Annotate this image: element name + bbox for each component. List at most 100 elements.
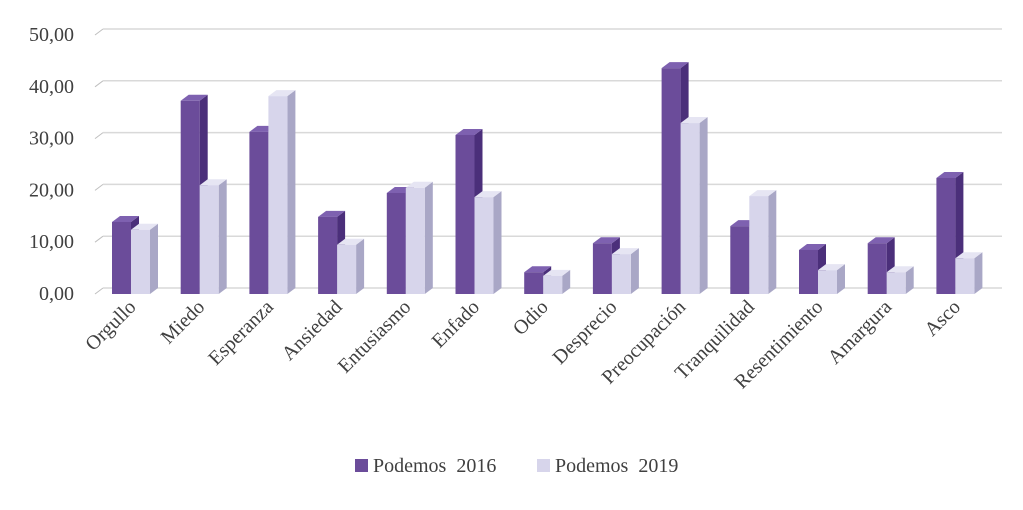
bar-side bbox=[424, 181, 433, 294]
bar-top bbox=[474, 191, 502, 198]
bar-front bbox=[249, 131, 269, 294]
bar-top bbox=[867, 237, 895, 244]
bar-2019 bbox=[474, 191, 502, 294]
bar-2019 bbox=[199, 179, 227, 294]
bar-front bbox=[886, 272, 906, 294]
bar-front bbox=[131, 229, 150, 294]
bar-side bbox=[493, 191, 502, 294]
bar-top bbox=[337, 238, 365, 245]
x-tick-label: Miedo bbox=[157, 296, 209, 348]
x-tick-label: Orgullo bbox=[81, 296, 140, 355]
gridline-depth bbox=[94, 183, 104, 191]
bar-2019 bbox=[749, 190, 777, 294]
y-tick-label: 30,00 bbox=[29, 128, 74, 150]
bar-top bbox=[680, 117, 708, 124]
bar-top bbox=[818, 264, 845, 271]
gridline-depth bbox=[94, 132, 104, 140]
bar-front bbox=[268, 96, 288, 295]
bar-front bbox=[955, 258, 975, 294]
bar-2019 bbox=[268, 90, 296, 295]
bar-front bbox=[661, 68, 681, 294]
bar-2019 bbox=[131, 223, 158, 294]
x-tick-label: Entusiasmo bbox=[334, 296, 416, 378]
y-tick-label: 10,00 bbox=[29, 231, 74, 253]
bar-2019 bbox=[886, 266, 914, 294]
bar-top bbox=[592, 237, 620, 244]
bar-top bbox=[455, 128, 483, 135]
bar-top bbox=[199, 179, 227, 186]
gridline-depth bbox=[94, 80, 104, 88]
x-tick-label: Ansiedad bbox=[278, 296, 347, 365]
bar-front bbox=[337, 244, 357, 294]
bar-top bbox=[268, 90, 296, 97]
bar-top bbox=[661, 62, 689, 69]
bar-side bbox=[699, 117, 708, 294]
bar-top bbox=[611, 248, 639, 255]
bar-2019 bbox=[818, 264, 845, 294]
bar-side bbox=[630, 248, 639, 294]
legend-label: Podemos 2016 bbox=[373, 455, 496, 477]
bar-front bbox=[818, 270, 837, 294]
legend-swatch bbox=[537, 459, 550, 472]
bar-top bbox=[112, 215, 139, 222]
bar-top bbox=[886, 266, 914, 273]
x-tick-label: Enfado bbox=[428, 296, 484, 352]
bar-side bbox=[356, 238, 365, 294]
bar-front bbox=[386, 192, 406, 294]
bar-2019 bbox=[337, 238, 365, 294]
bar-2019 bbox=[680, 117, 708, 294]
bar-front bbox=[180, 100, 200, 294]
legend-label: Podemos 2019 bbox=[555, 455, 678, 477]
bar-2019 bbox=[611, 248, 639, 294]
bar-top bbox=[936, 171, 964, 178]
bar-side bbox=[218, 179, 227, 294]
bar-2019 bbox=[543, 269, 571, 294]
legend-swatch bbox=[355, 459, 368, 472]
bar-top bbox=[318, 210, 346, 217]
bar-top bbox=[524, 266, 552, 273]
bar-front bbox=[474, 197, 494, 294]
x-tick-label: Odio bbox=[509, 296, 553, 340]
bar-front bbox=[592, 243, 612, 294]
bar-front bbox=[455, 134, 475, 294]
bar-top bbox=[749, 190, 777, 197]
gridline-depth bbox=[94, 28, 104, 36]
bar-front bbox=[749, 196, 769, 294]
bar-2019 bbox=[405, 181, 433, 294]
bar-front bbox=[680, 123, 700, 294]
bar-top bbox=[543, 269, 571, 276]
bar-front bbox=[936, 177, 956, 294]
bar-top bbox=[405, 181, 433, 188]
bar-2019 bbox=[955, 252, 983, 294]
bar-side bbox=[837, 264, 845, 294]
bar-front bbox=[112, 221, 131, 294]
x-tick-label: Asco bbox=[920, 296, 965, 341]
x-tick-label: Esperanza bbox=[204, 296, 278, 370]
bar-front bbox=[199, 185, 219, 294]
bar-front bbox=[799, 249, 818, 294]
x-tick-label: Amargura bbox=[824, 296, 897, 369]
gridline-depth bbox=[94, 235, 104, 243]
bar-side bbox=[150, 223, 158, 294]
bar-top bbox=[799, 243, 826, 250]
bar-top bbox=[131, 223, 158, 230]
bar-side bbox=[768, 190, 777, 294]
bar-side bbox=[562, 269, 571, 294]
bar-side bbox=[905, 266, 914, 294]
bar-side bbox=[287, 90, 296, 295]
x-tick-label: Desprecio bbox=[549, 296, 622, 369]
y-tick-label: 50,00 bbox=[29, 24, 74, 46]
gridline-depth bbox=[94, 287, 104, 295]
bar-top bbox=[955, 252, 983, 259]
bar-side bbox=[974, 252, 983, 294]
bar-front bbox=[543, 275, 563, 294]
bar-front bbox=[318, 216, 338, 294]
bar-front bbox=[867, 243, 887, 294]
y-tick-label: 20,00 bbox=[29, 179, 74, 201]
bar-front bbox=[730, 226, 750, 294]
bar-front bbox=[611, 254, 631, 294]
y-tick-label: 0,00 bbox=[39, 283, 74, 305]
bar-front bbox=[405, 187, 425, 294]
bar-top bbox=[180, 94, 208, 101]
